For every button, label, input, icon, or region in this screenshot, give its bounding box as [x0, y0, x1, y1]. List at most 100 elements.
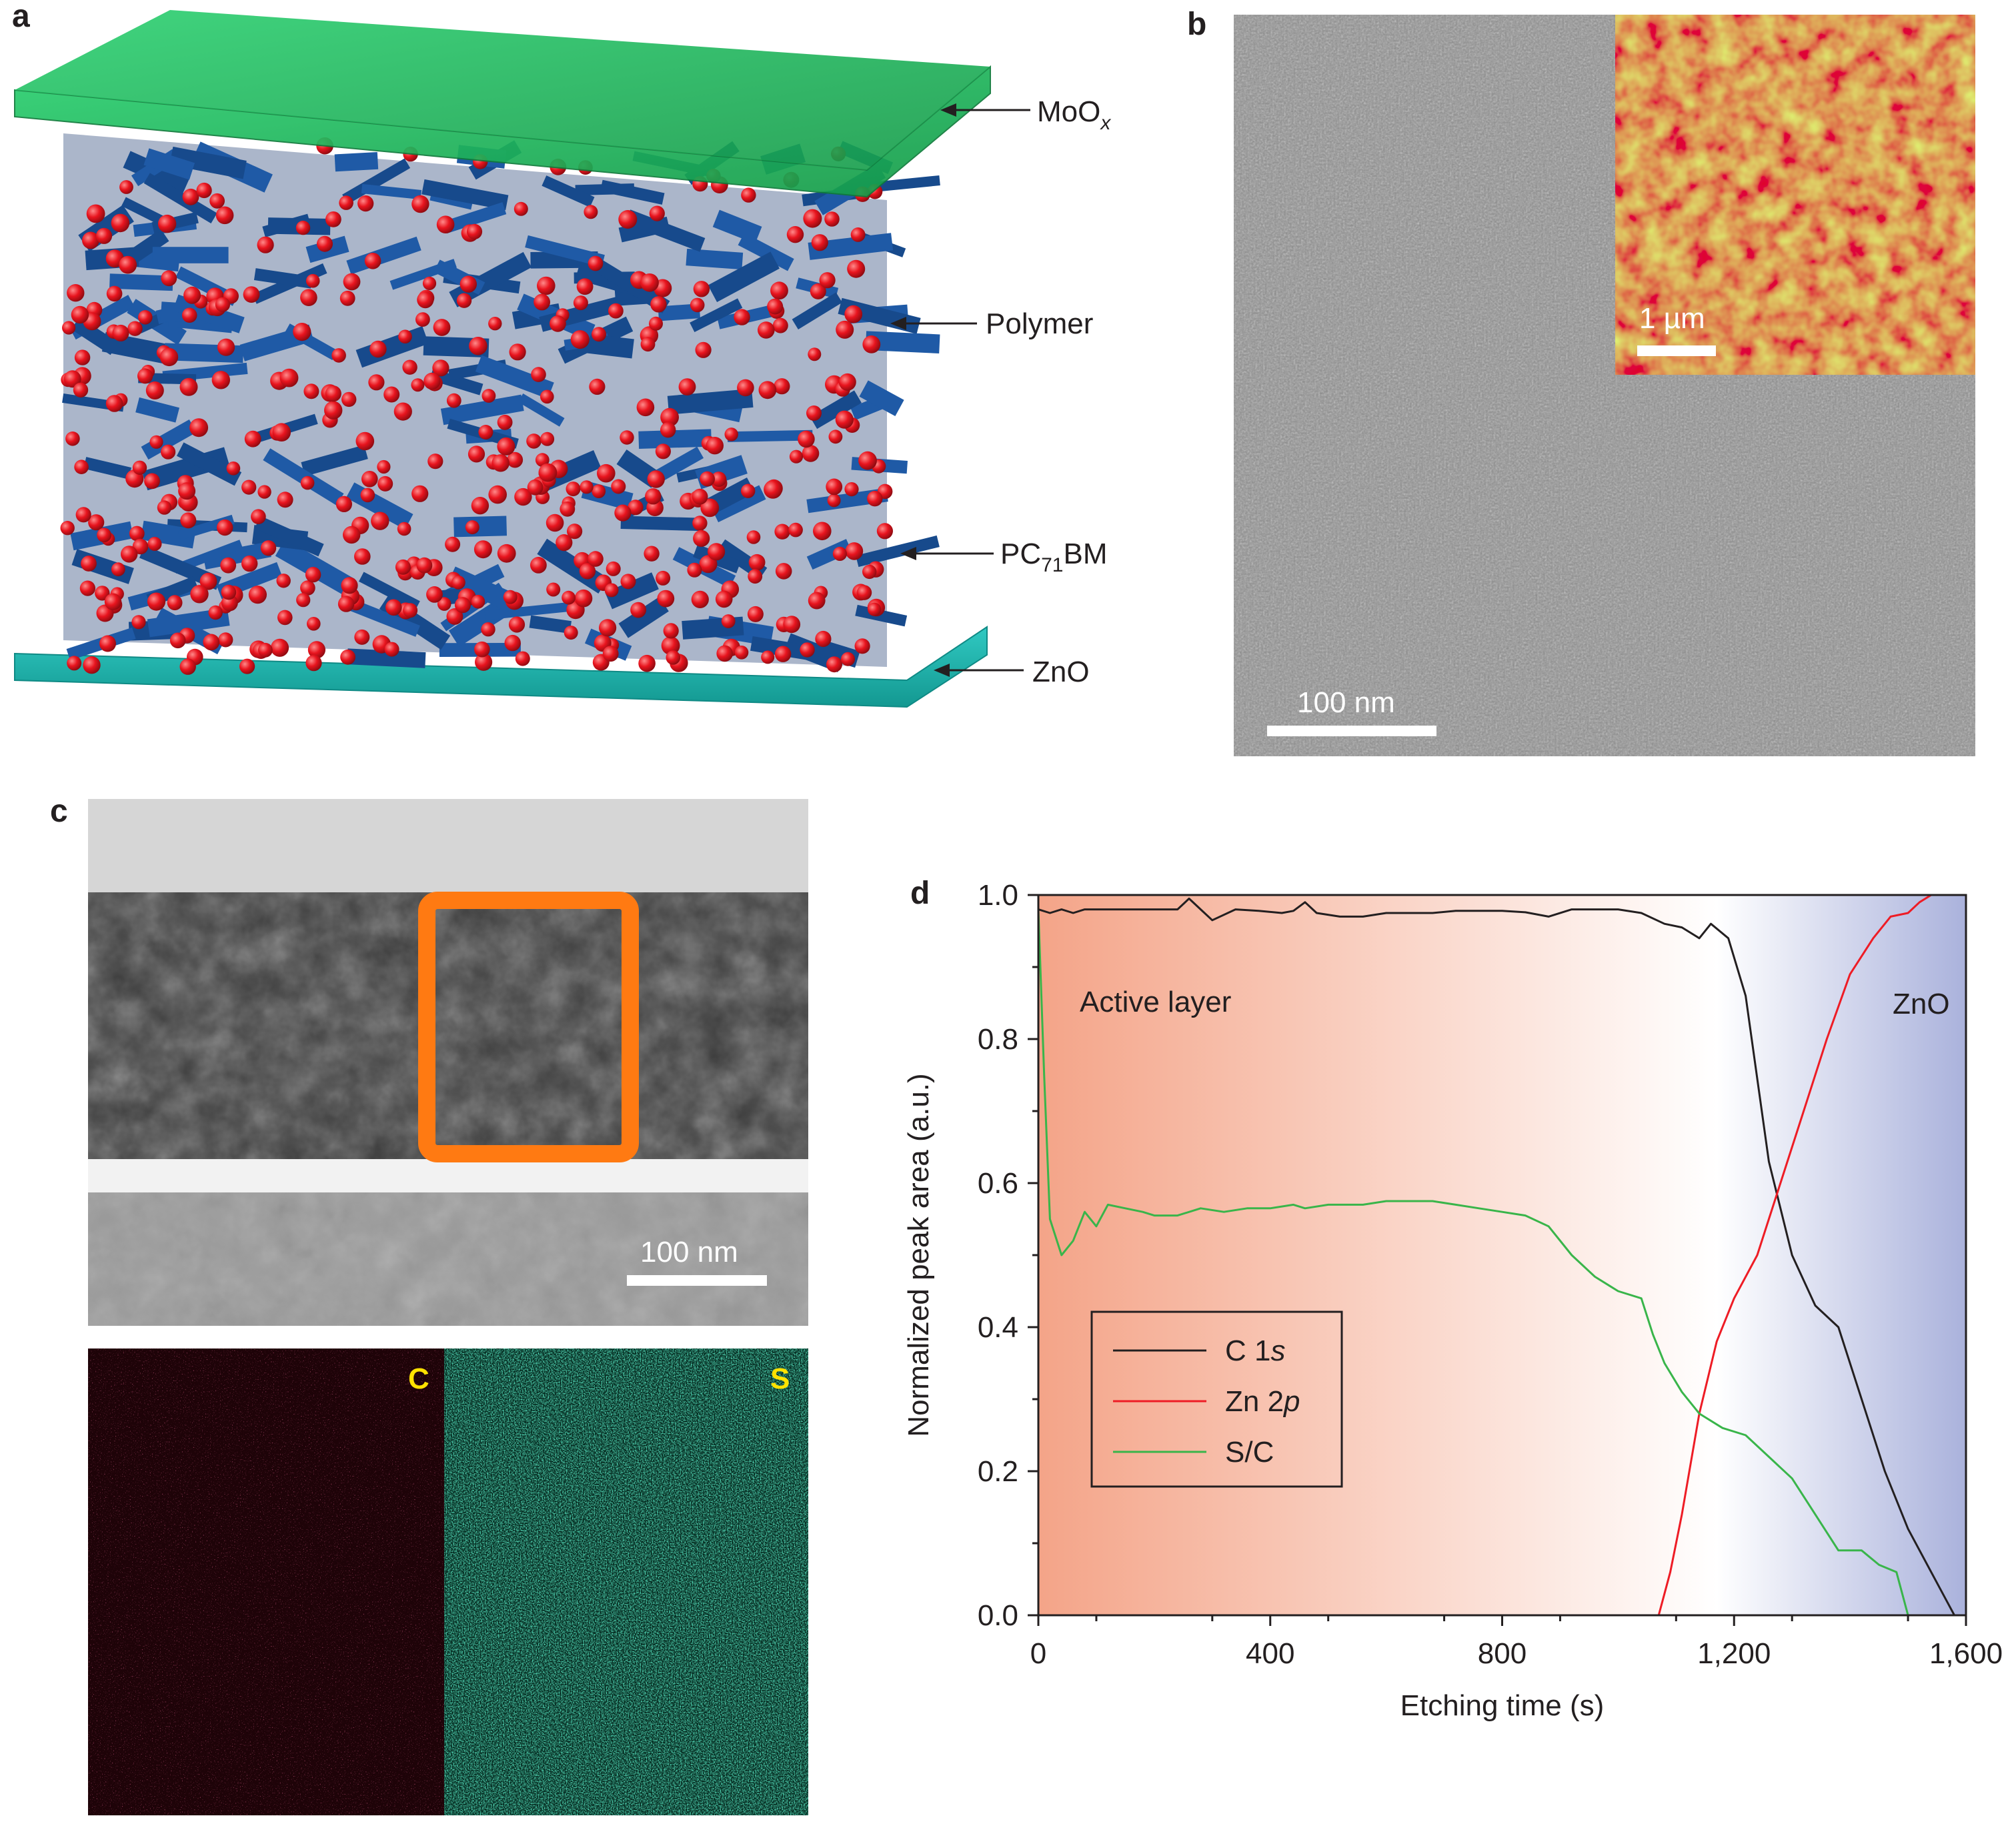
polymer-sheet: [447, 566, 516, 612]
fullerene-ball: [427, 453, 443, 470]
fullerene-ball: [618, 210, 638, 229]
fullerene-ball: [317, 235, 333, 252]
fullerene-ball: [497, 544, 516, 563]
legend-box: [1090, 1310, 1343, 1488]
fullerene-ball: [305, 655, 322, 672]
fullerene-ball: [716, 645, 733, 662]
fullerene-ball: [62, 321, 76, 335]
fullerene-ball: [325, 211, 341, 227]
fullerene-ball: [867, 491, 883, 507]
fullerene-ball: [446, 393, 461, 408]
fullerene-ball: [179, 377, 198, 396]
fullerene-ball: [761, 650, 775, 664]
polymer-sheet: [346, 236, 421, 275]
polymer-sheet: [83, 457, 132, 480]
fullerene-ball: [369, 340, 387, 358]
fullerene-ball: [67, 656, 82, 671]
fullerene-ball: [276, 574, 291, 588]
polymer-sheet: [135, 397, 180, 423]
fullerene-ball: [384, 642, 399, 657]
fullerene-ball: [293, 323, 311, 341]
fullerene-ball: [355, 431, 375, 451]
fullerene-ball: [147, 537, 162, 551]
fullerene-ball: [335, 496, 352, 513]
polymer-sheet: [421, 179, 509, 211]
fullerene-ball: [789, 449, 804, 464]
polymer-sheet: [575, 183, 635, 196]
fullerene-ball: [305, 567, 321, 583]
fullerene-ball: [540, 431, 555, 446]
fullerene-ball: [215, 206, 234, 225]
fullerene-ball: [504, 634, 521, 652]
fullerene-ball: [339, 290, 355, 306]
fullerene-ball: [95, 586, 110, 601]
fullerene-ball: [99, 635, 116, 652]
fullerene-ball: [644, 546, 660, 562]
polymer-sheet: [727, 429, 813, 442]
fullerene-ball: [251, 509, 266, 524]
fullerene-ball: [862, 335, 881, 353]
polymer-sheet: [792, 292, 842, 329]
polymer-sheet: [529, 615, 572, 634]
fullerene-ball: [456, 293, 472, 308]
fullerene-ball: [692, 516, 708, 531]
fullerene-ball: [715, 590, 733, 608]
fullerene-ball: [811, 234, 828, 251]
scalebar-c: [627, 1275, 767, 1286]
fullerene-ball: [81, 556, 97, 572]
fullerene-ball: [295, 220, 311, 235]
scalebar-c-label: 100 nm: [640, 1236, 738, 1268]
fullerene-ball: [305, 273, 320, 288]
polymer-sheet: [449, 251, 532, 307]
series-line-2: [1037, 909, 1955, 1617]
fullerene-ball: [534, 293, 550, 311]
fullerene-ball: [161, 444, 176, 460]
fullerene-ball: [226, 462, 241, 476]
polymer-sheet: [856, 535, 940, 568]
polymer-sheet: [253, 268, 313, 289]
fullerene-ball: [798, 430, 815, 448]
fullerene-ball: [810, 283, 826, 299]
polymer-sheet: [658, 303, 701, 321]
fullerene-ball: [411, 195, 429, 213]
fullerene-ball: [272, 423, 291, 441]
fullerene-ball: [657, 590, 675, 608]
fullerene-ball: [75, 507, 91, 523]
fullerene-ball: [105, 395, 123, 412]
fullerene-ball: [748, 554, 766, 571]
fullerene-ball: [478, 425, 493, 439]
fullerene-ball: [488, 485, 507, 504]
fullerene-ball: [446, 608, 463, 625]
fullerene-ball: [640, 273, 659, 292]
fullerene-ball: [826, 656, 842, 673]
fullerene-ball: [423, 372, 441, 390]
fullerene-ball: [157, 214, 177, 233]
fullerene-ball: [527, 479, 544, 496]
fullerene-ball: [81, 231, 99, 249]
xps-depth-profile-chart: 0 400 800 1,200 1,600 0.0 0.2 0.4 0.6 0.8 1.0 Etch…: [902, 879, 2003, 1722]
fullerene-ball: [354, 629, 370, 645]
fullerene-ball: [640, 337, 656, 352]
annotation-active-layer: Active layer: [1080, 986, 1231, 1018]
fullerene-ball: [239, 658, 255, 674]
fullerene-ball: [221, 584, 237, 600]
label-polymer: Polymer: [890, 307, 1093, 340]
fullerene-ball: [137, 368, 153, 384]
fullerene-ball: [398, 329, 412, 343]
fullerene-ball: [248, 586, 267, 604]
fullerene-ball: [537, 276, 556, 295]
fullerene-ball: [60, 521, 75, 536]
fullerene-ball: [385, 599, 402, 616]
polymer-sheet: [359, 572, 420, 611]
fullerene-ball: [663, 623, 679, 639]
fullerene-ball: [357, 195, 374, 212]
fullerene-ball: [277, 610, 293, 626]
fullerene-ball: [774, 646, 792, 662]
fullerene-ball: [531, 367, 546, 382]
fullerene-ball: [104, 593, 122, 610]
fullerene-ball: [620, 430, 634, 445]
scalebar-b-label: 100 nm: [1297, 686, 1395, 719]
fullerene-ball: [181, 307, 197, 323]
fullerene-ball: [73, 382, 89, 397]
